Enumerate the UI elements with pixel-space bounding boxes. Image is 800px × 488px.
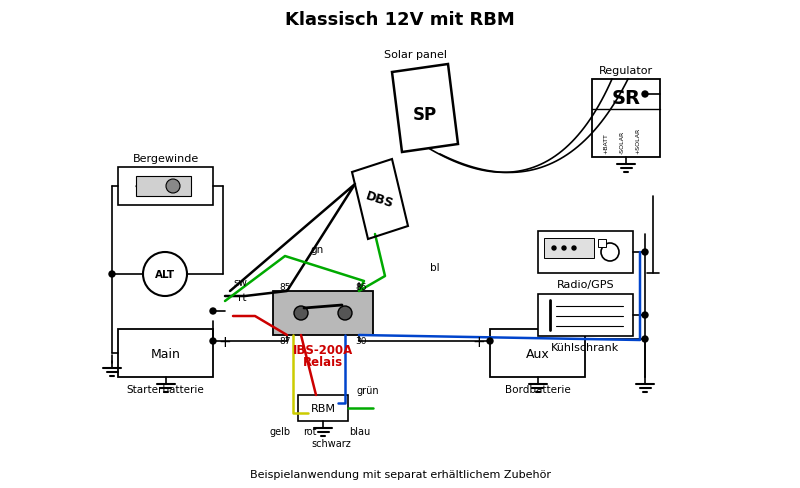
Text: SR: SR: [611, 88, 641, 107]
Circle shape: [642, 336, 648, 342]
Text: gn: gn: [310, 244, 323, 254]
Text: sw: sw: [233, 278, 247, 287]
Circle shape: [552, 246, 556, 250]
Text: 85: 85: [279, 282, 290, 291]
Circle shape: [109, 271, 115, 278]
Text: ALT: ALT: [155, 269, 175, 280]
Text: gelb: gelb: [270, 426, 290, 436]
Text: Regulator: Regulator: [599, 66, 653, 76]
Text: bl: bl: [430, 263, 440, 272]
Circle shape: [642, 312, 648, 318]
Text: Starterbatterie: Starterbatterie: [126, 384, 204, 394]
Text: Relais: Relais: [303, 355, 343, 368]
Text: blau: blau: [350, 426, 370, 436]
Text: +: +: [218, 334, 230, 349]
Bar: [538, 231, 633, 273]
Text: Kühlschrank: Kühlschrank: [551, 342, 620, 352]
Text: 30: 30: [355, 336, 366, 345]
Text: DBS: DBS: [364, 189, 396, 210]
Text: IBS-200A: IBS-200A: [293, 344, 353, 357]
Bar: [544, 239, 594, 259]
Circle shape: [338, 306, 352, 320]
Text: Beispielanwendung mit separat erhältlichem Zubehör: Beispielanwendung mit separat erhältlich…: [250, 469, 550, 479]
Text: Klassisch 12V mit RBM: Klassisch 12V mit RBM: [285, 11, 515, 29]
Text: 87: 87: [279, 336, 290, 345]
Text: 86: 86: [355, 282, 366, 291]
Text: rot: rot: [303, 426, 317, 436]
Text: Bordbatterie: Bordbatterie: [505, 384, 570, 394]
Circle shape: [166, 180, 180, 194]
Circle shape: [294, 306, 308, 320]
Text: Solar panel: Solar panel: [383, 50, 446, 60]
Text: grün: grün: [357, 385, 379, 395]
Circle shape: [642, 92, 648, 98]
Bar: [118, 329, 213, 377]
Text: -SOLAR: -SOLAR: [619, 130, 625, 154]
Text: schwarz: schwarz: [311, 438, 351, 448]
Text: +SOLAR: +SOLAR: [635, 127, 641, 154]
Circle shape: [487, 338, 493, 345]
Bar: [490, 329, 585, 377]
Bar: [592, 80, 660, 158]
Circle shape: [562, 246, 566, 250]
Bar: [538, 294, 633, 336]
Text: Aux: Aux: [526, 347, 550, 360]
Bar: [118, 168, 213, 205]
Text: SP: SP: [413, 106, 437, 124]
Text: +: +: [472, 334, 485, 349]
Text: Bergewinde: Bergewinde: [132, 154, 198, 163]
Text: Main: Main: [150, 347, 181, 360]
Text: RBM: RBM: [310, 403, 335, 413]
Text: +BATT: +BATT: [603, 133, 609, 154]
Circle shape: [572, 246, 576, 250]
Bar: [136, 177, 191, 197]
Bar: [598, 240, 606, 247]
Text: Radio/GPS: Radio/GPS: [557, 280, 614, 289]
Circle shape: [642, 249, 648, 256]
Bar: [273, 291, 373, 335]
Bar: [298, 395, 348, 421]
Circle shape: [210, 338, 216, 345]
Text: rt: rt: [238, 292, 246, 303]
Circle shape: [210, 308, 216, 314]
